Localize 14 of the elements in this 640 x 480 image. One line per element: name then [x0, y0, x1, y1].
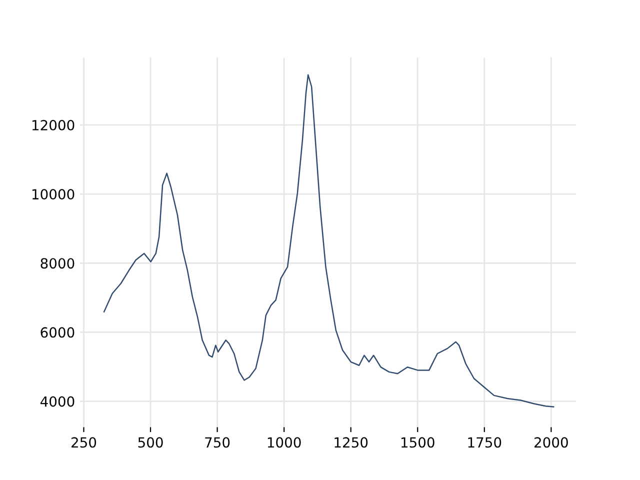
- x-tick-label: 1250: [334, 437, 368, 448]
- y-tick-label: 4000: [40, 396, 74, 407]
- y-tick-label: 8000: [40, 258, 74, 269]
- x-tick-label: 1500: [401, 437, 434, 448]
- x-tick-label: 1750: [468, 437, 502, 448]
- x-tick-label: 750: [205, 437, 230, 448]
- x-tick-label: 250: [72, 437, 96, 448]
- x-tick-label: 500: [138, 437, 163, 448]
- y-tick-label: 6000: [40, 327, 74, 338]
- line-series: [103, 74, 554, 408]
- y-tick-label: 10000: [32, 189, 74, 200]
- x-tick-label: 1000: [268, 437, 301, 448]
- x-tick-label: 2000: [534, 437, 568, 448]
- y-tick-label: 12000: [32, 120, 74, 130]
